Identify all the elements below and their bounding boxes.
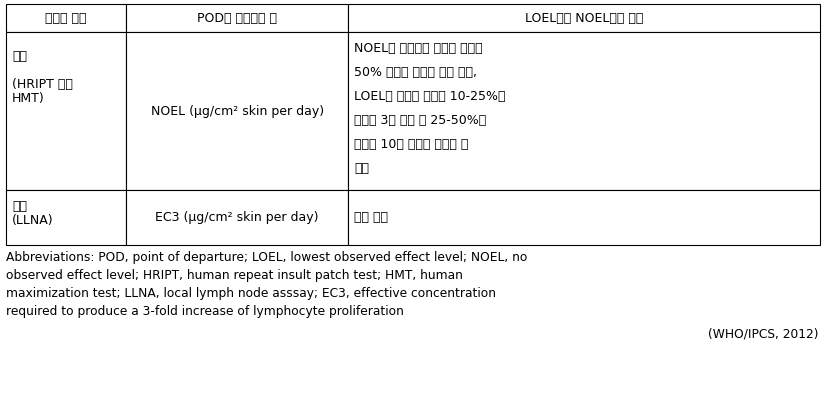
- Text: 용량에 3의 계수 및 25-50%인: 용량에 3의 계수 및 25-50%인: [354, 114, 487, 127]
- Text: 필요 없음: 필요 없음: [354, 211, 388, 224]
- Bar: [348, 190, 820, 245]
- Text: required to produce a 3-fold increase of lymphocyte proliferation: required to produce a 3-fold increase of…: [6, 305, 404, 318]
- Text: HMT): HMT): [12, 92, 45, 105]
- Text: LOEL은 감작성 비율이 10-25%인: LOEL은 감작성 비율이 10-25%인: [354, 90, 506, 103]
- Bar: [126, 4, 348, 32]
- Bar: [126, 32, 348, 190]
- Bar: [6, 190, 126, 245]
- Bar: [126, 190, 348, 245]
- Text: (WHO/IPCS, 2012): (WHO/IPCS, 2012): [708, 327, 818, 340]
- Bar: [6, 4, 126, 32]
- Text: maximization test; LLNA, local lymph node asssay; EC3, effective concentration: maximization test; LLNA, local lymph nod…: [6, 287, 496, 300]
- Text: NOEL (μg/cm² skin per day): NOEL (μg/cm² skin per day): [150, 104, 324, 117]
- Text: 용량에 10의 계수가 외삽될 수: 용량에 10의 계수가 외삽될 수: [354, 138, 468, 151]
- Text: 50% 미만인 결과가 있는 경우,: 50% 미만인 결과가 있는 경우,: [354, 66, 477, 79]
- Text: (LLNA): (LLNA): [12, 214, 54, 227]
- Text: (HRIPT 또는: (HRIPT 또는: [12, 78, 73, 91]
- Bar: [6, 32, 126, 190]
- Text: POD에 사용되는 값: POD에 사용되는 값: [197, 11, 278, 24]
- Text: LOEL에서 NOEL로의 외삽: LOEL에서 NOEL로의 외삽: [525, 11, 643, 24]
- Text: observed effect level; HRIPT, human repeat insult patch test; HMT, human: observed effect level; HRIPT, human repe…: [6, 269, 463, 282]
- Text: 데이터 종류: 데이터 종류: [45, 11, 87, 24]
- Bar: [348, 32, 820, 190]
- Text: NOEL이 부족하고 감작성 비율이: NOEL이 부족하고 감작성 비율이: [354, 42, 482, 55]
- Text: 있음: 있음: [354, 162, 369, 175]
- Text: 사람: 사람: [12, 50, 27, 63]
- Bar: [348, 4, 820, 32]
- Text: EC3 (μg/cm² skin per day): EC3 (μg/cm² skin per day): [155, 211, 319, 224]
- Text: 동물: 동물: [12, 200, 27, 213]
- Text: Abbreviations: POD, point of departure; LOEL, lowest observed effect level; NOEL: Abbreviations: POD, point of departure; …: [6, 251, 527, 264]
